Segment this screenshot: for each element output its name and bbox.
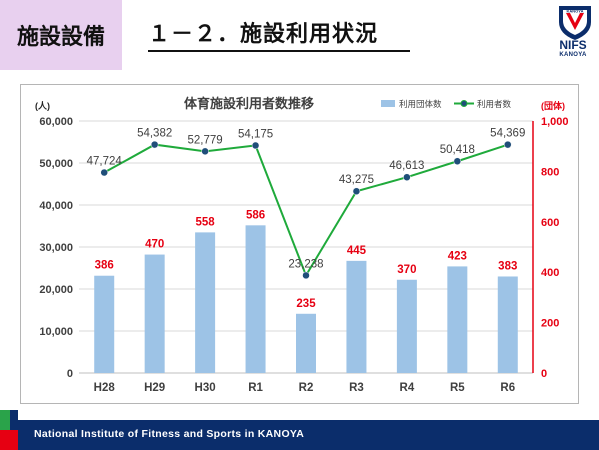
legend-line-marker — [460, 100, 468, 107]
footer-bar — [18, 420, 599, 450]
y-right-tick-label: 1,000 — [541, 116, 569, 128]
slide-title: １－２．施設利用状況 — [148, 22, 379, 47]
bar-value-label: 370 — [397, 264, 416, 276]
bar — [346, 260, 367, 373]
line-value-label: 54,175 — [238, 128, 273, 140]
y-left-tick-label: 0 — [67, 368, 73, 380]
y-left-tick-label: 30,000 — [39, 242, 73, 254]
x-tick-label: H29 — [144, 382, 165, 394]
x-tick-label: R3 — [349, 382, 364, 394]
bar-value-label: 445 — [347, 245, 367, 257]
section-tab: 施設設備 — [0, 0, 122, 70]
x-tick-label: R2 — [299, 382, 314, 394]
y-left-tick-label: 20,000 — [39, 284, 73, 296]
x-tick-label: R4 — [400, 382, 415, 394]
line-point — [150, 140, 159, 149]
line-value-label: 46,613 — [389, 160, 424, 172]
legend-bar-label: 利用団体数 — [399, 99, 442, 110]
line-point — [251, 141, 260, 150]
bar-value-label: 235 — [296, 298, 316, 310]
bar — [94, 275, 115, 373]
y-right-tick-label: 200 — [541, 318, 559, 330]
section-label: 施設設備 — [16, 25, 105, 50]
footer-accent-red — [0, 430, 18, 450]
bar — [144, 254, 165, 373]
bar-value-label: 383 — [498, 260, 517, 272]
logo-name: NIFS — [559, 38, 587, 52]
x-tick-label: H30 — [195, 382, 216, 394]
bar-value-label: 470 — [145, 239, 164, 251]
bar-value-label: 558 — [196, 216, 216, 228]
logo-emblem-text: KANOYA — [567, 9, 584, 14]
line-value-label: 52,779 — [188, 134, 223, 146]
line-value-label: 47,724 — [87, 156, 123, 168]
chart-title: 体育施設利用者数推移 — [184, 96, 314, 112]
bar — [396, 279, 417, 373]
y-right-tick-label: 800 — [541, 166, 559, 178]
bar — [497, 276, 518, 373]
bar — [245, 225, 266, 373]
footer-text: National Institute of Fitness and Sports… — [34, 428, 305, 440]
x-tick-label: R1 — [248, 382, 263, 394]
x-tick-label: H28 — [94, 382, 116, 394]
x-tick-label: R5 — [450, 382, 465, 394]
y-left-tick-label: 10,000 — [39, 326, 73, 338]
bar — [296, 313, 316, 373]
y-right-tick-label: 0 — [541, 368, 547, 380]
bar — [195, 232, 216, 373]
bar-value-label: 586 — [246, 209, 265, 221]
line-value-label: 23,238 — [288, 258, 323, 270]
nifs-logo-icon: KANOYA — [559, 6, 591, 40]
legend-bar-swatch — [381, 100, 395, 107]
line-point — [352, 187, 361, 195]
line-value-label: 54,369 — [490, 128, 525, 140]
bar-value-label: 386 — [95, 260, 114, 272]
usage-chart: 0 10,000 20,000 30,000 40,000 50,000 60,000 0 20… — [35, 96, 569, 394]
y-left-tick-label: 60,000 — [39, 116, 73, 128]
line-point — [403, 173, 411, 181]
legend-line-label: 利用者数 — [477, 99, 512, 110]
line-value-label: 54,382 — [137, 128, 172, 140]
footer-accent-navy — [10, 410, 18, 430]
y-left-axis-label: (人) — [35, 100, 50, 111]
line-point — [100, 168, 108, 177]
y-left-tick-label: 50,000 — [39, 158, 73, 170]
y-right-tick-label: 600 — [541, 217, 559, 229]
y-left-tick-label: 40,000 — [39, 200, 73, 212]
bar — [447, 266, 468, 373]
y-right-axis-label: (団体) — [541, 100, 565, 111]
x-tick-label: R6 — [500, 382, 515, 394]
line-point — [504, 140, 512, 149]
line-value-label: 43,275 — [339, 174, 374, 186]
line-point — [453, 157, 462, 165]
line-point — [302, 271, 310, 280]
title-underline — [148, 50, 410, 52]
y-right-tick-label: 400 — [541, 267, 559, 279]
line-value-label: 50,418 — [440, 144, 475, 156]
line-point — [201, 147, 209, 156]
chart-frame: 0 10,000 20,000 30,000 40,000 50,000 60,000 0 20… — [20, 84, 579, 404]
logo-subname: KANOYA — [559, 52, 587, 58]
bar-value-label: 423 — [448, 250, 467, 262]
